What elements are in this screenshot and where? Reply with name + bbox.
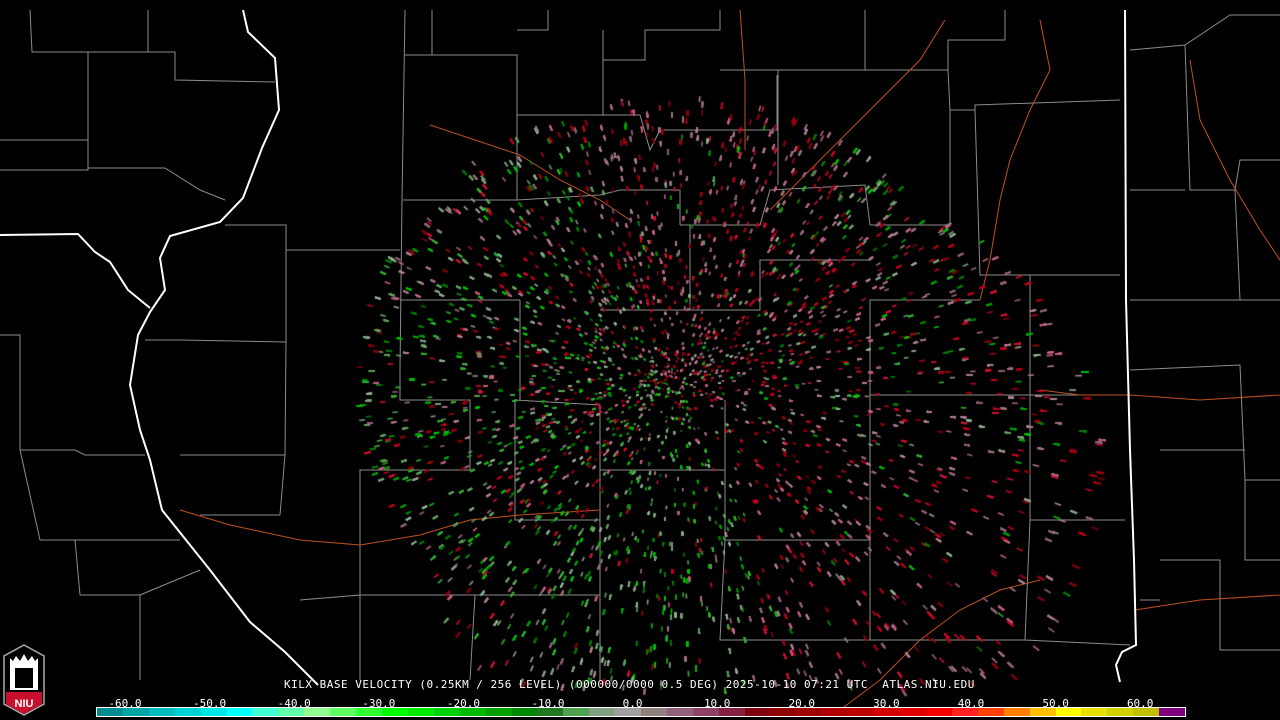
legend-swatch xyxy=(744,708,771,716)
legend-tick: -30.0 xyxy=(362,697,396,710)
legend-tick: -20.0 xyxy=(446,697,480,710)
legend-swatch xyxy=(511,708,538,716)
legend-swatch xyxy=(174,708,201,716)
legend-swatch xyxy=(433,708,460,716)
legend-swatch xyxy=(900,708,926,716)
legend-swatch xyxy=(1029,708,1056,716)
legend-swatch xyxy=(97,708,123,716)
legend-swatch xyxy=(951,708,978,716)
legend-swatch xyxy=(1107,708,1134,716)
legend-swatch xyxy=(822,708,849,716)
legend-swatch xyxy=(459,708,486,716)
legend-swatch xyxy=(1133,708,1160,716)
legend-tick: 60.0 xyxy=(1126,697,1154,710)
legend-swatch xyxy=(122,708,149,716)
legend-swatch xyxy=(304,708,331,716)
legend-swatch xyxy=(200,708,227,716)
legend-tick: -50.0 xyxy=(193,697,227,710)
logo-text: NIU xyxy=(15,698,34,710)
product-caption: KILX BASE VELOCITY (0.25KM / 256 LEVEL) … xyxy=(284,678,975,691)
legend-swatch xyxy=(718,708,745,716)
legend-swatch xyxy=(148,708,175,716)
legend-swatch xyxy=(589,708,616,716)
legend-tick: 10.0 xyxy=(703,697,731,710)
legend-swatch xyxy=(563,708,590,716)
legend-tick: -10.0 xyxy=(531,697,565,710)
legend-swatch xyxy=(330,708,357,716)
legend-tick: 0.0 xyxy=(622,697,643,710)
legend-swatch xyxy=(278,708,305,716)
legend-swatch xyxy=(977,708,1004,716)
legend-tick: 40.0 xyxy=(957,697,985,710)
legend-swatch xyxy=(485,708,512,716)
legend-swatch xyxy=(926,708,952,716)
legend-swatch xyxy=(770,708,797,716)
legend-swatch xyxy=(226,708,253,716)
legend-swatch xyxy=(641,708,667,716)
legend-swatch xyxy=(796,708,823,716)
legend-swatch xyxy=(252,708,279,716)
legend-swatch xyxy=(1081,708,1108,716)
legend-swatch xyxy=(356,708,382,716)
niu-logo: NIU xyxy=(3,644,45,716)
legend-swatch xyxy=(692,708,719,716)
legend-tick: -60.0 xyxy=(108,697,142,710)
legend-tick: -40.0 xyxy=(277,697,311,710)
legend-swatch xyxy=(874,708,901,716)
legend-tick: 50.0 xyxy=(1042,697,1069,710)
legend-swatch xyxy=(1003,708,1030,716)
legend-swatch xyxy=(615,708,642,716)
legend-swatch xyxy=(407,708,434,716)
legend-tick: 30.0 xyxy=(873,697,900,710)
legend-swatch xyxy=(381,708,408,716)
legend-swatch xyxy=(537,708,564,716)
legend-swatch xyxy=(1159,708,1186,716)
legend-swatch xyxy=(666,708,693,716)
legend-tick: 20.0 xyxy=(788,697,816,710)
legend-swatch xyxy=(1055,708,1082,716)
legend-swatch xyxy=(848,708,875,716)
velocity-color-legend xyxy=(96,707,1186,717)
